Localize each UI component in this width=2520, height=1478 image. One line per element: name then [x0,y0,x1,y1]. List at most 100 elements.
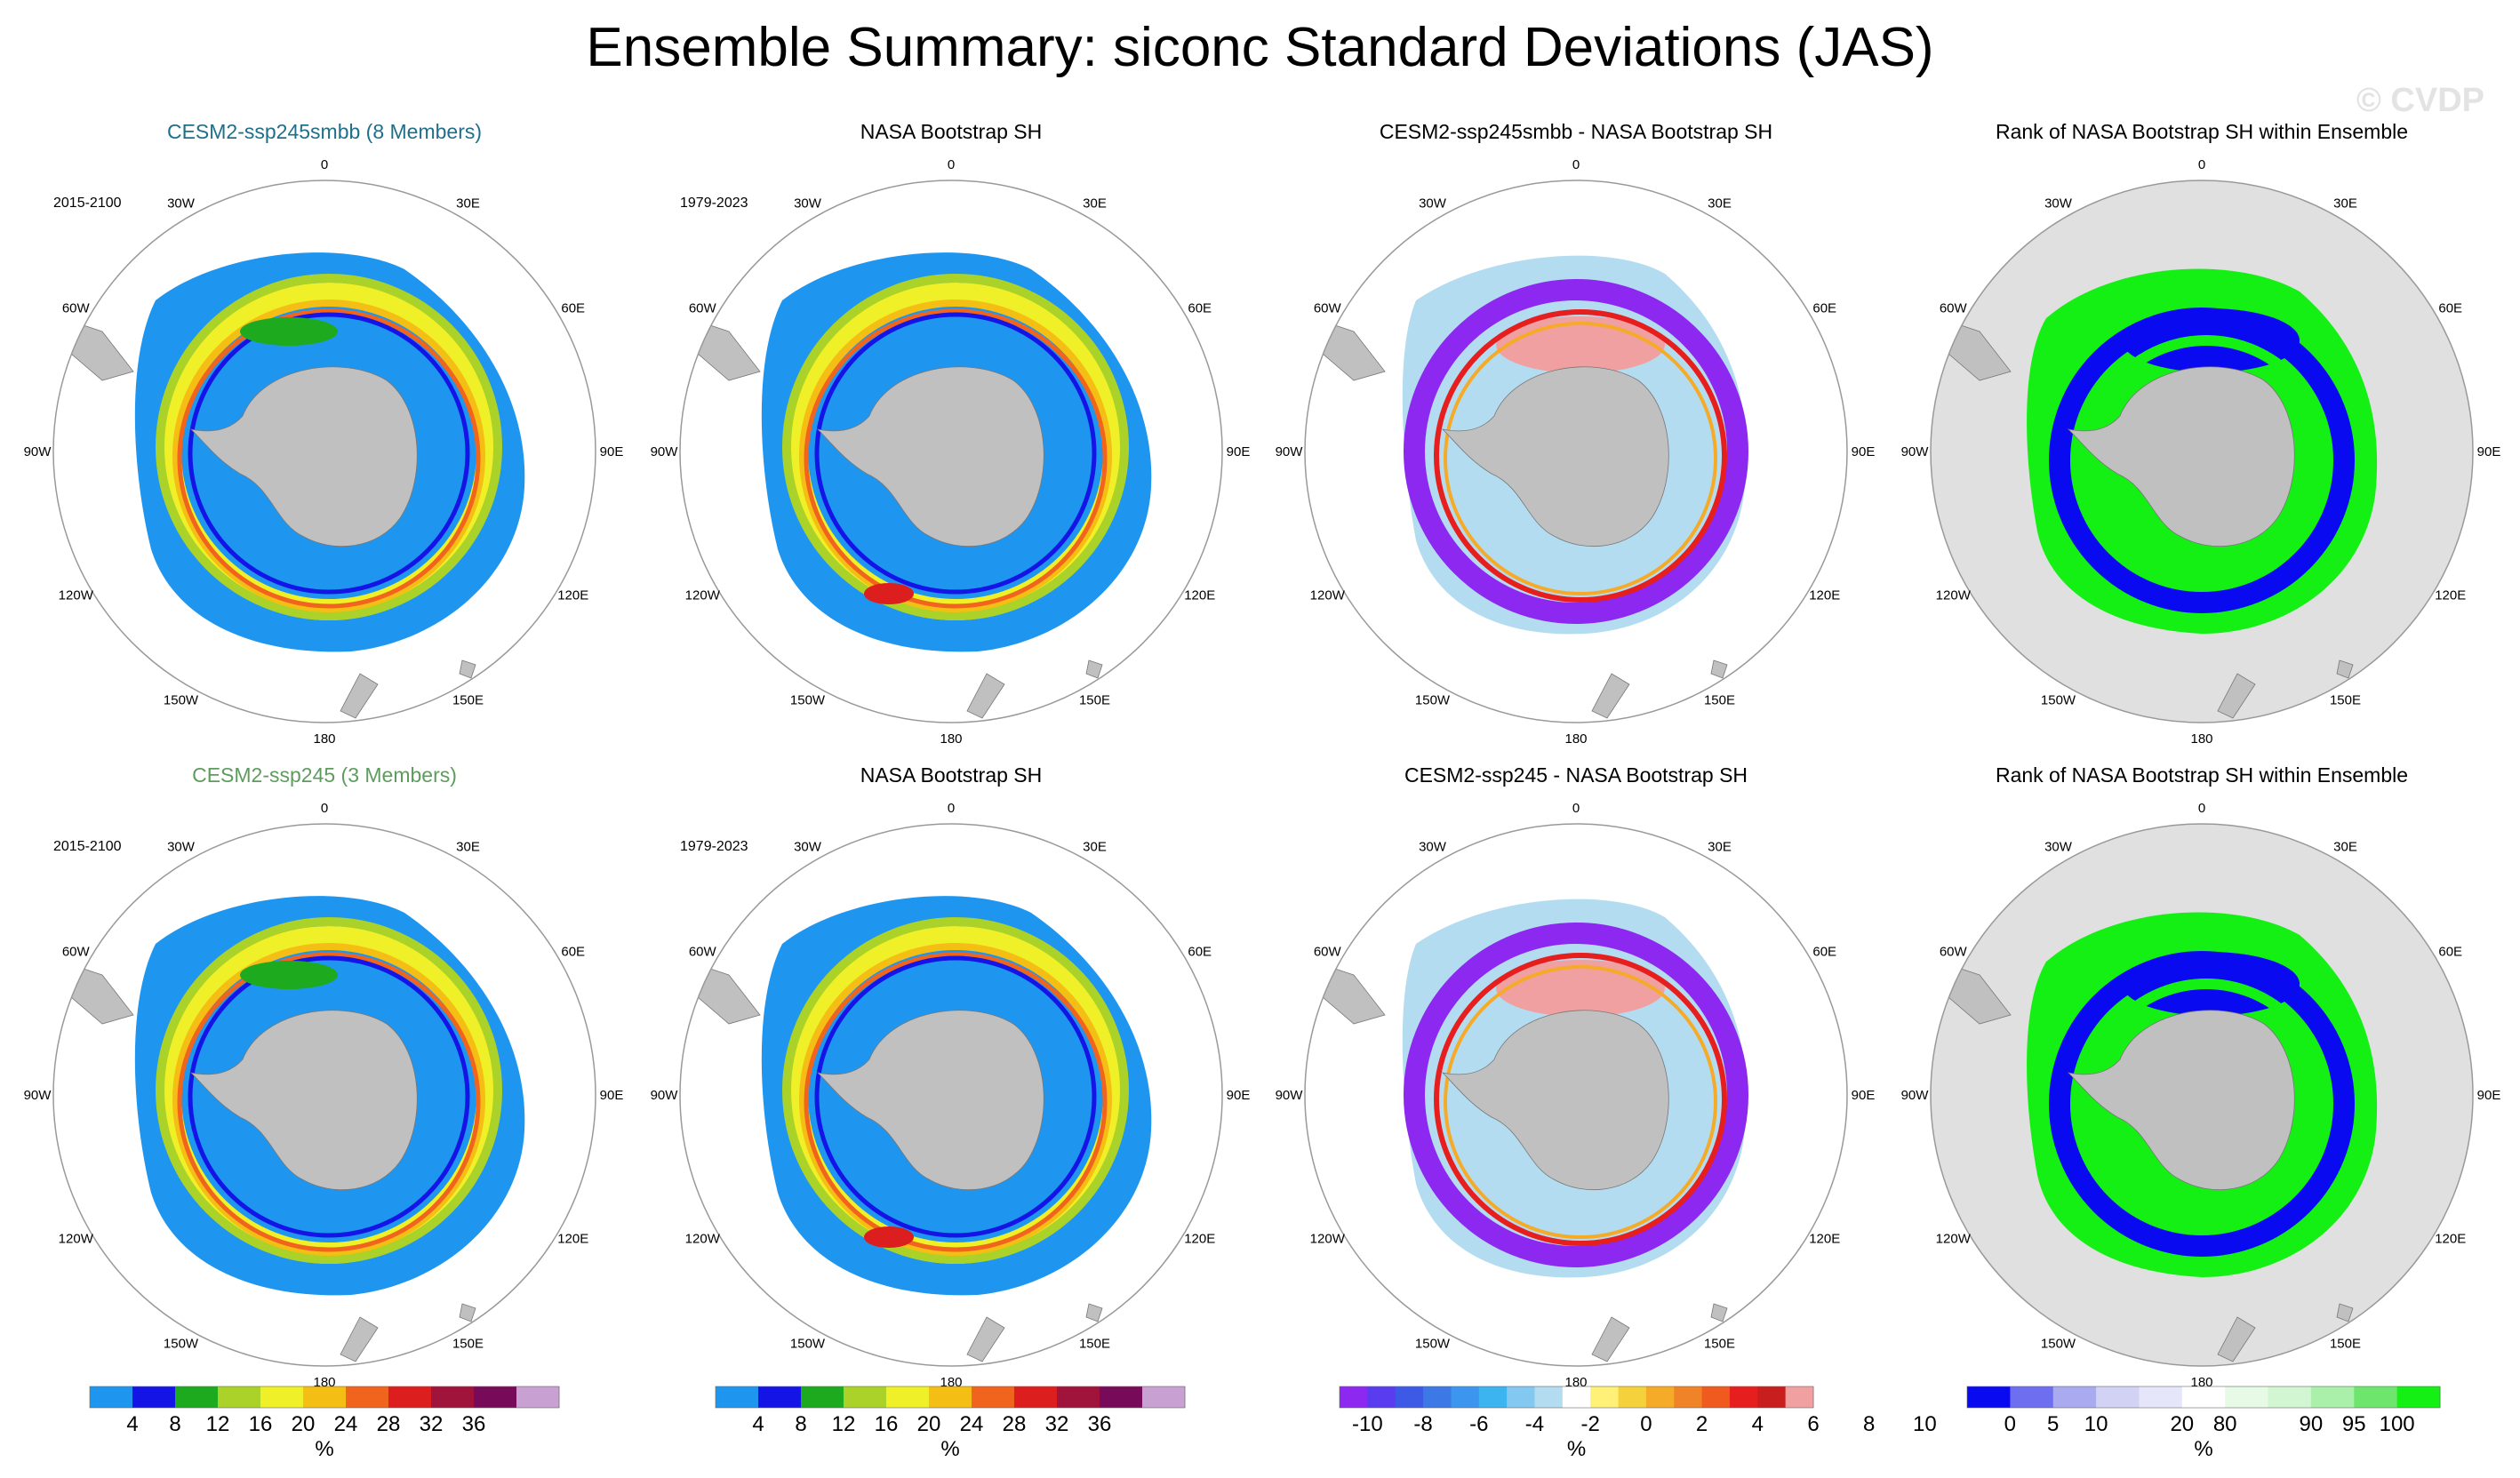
colorbar-swatch [1478,1386,1508,1408]
meridian-label: 60W [62,945,91,960]
meridian-label: 0 [2198,157,2205,172]
colorbar-unit: % [940,1437,959,1461]
colorbar-tick-label: 90 [2300,1412,2324,1436]
meridian-label: 60W [689,301,717,316]
colorbar-tick-label: 28 [377,1412,401,1436]
meridian-label: 150W [790,693,826,708]
antarctica-landmass [1441,366,1669,547]
colorbar-swatch [1674,1386,1703,1408]
sd-ring-orange [799,300,1112,612]
colorbar-tick-label: 8 [169,1412,180,1436]
colorbar-swatch [1701,1386,1731,1408]
diff-negative-ring [1404,279,1748,624]
meridian-label: 90E [1852,1088,1876,1103]
colorbar-swatch [1340,1386,1368,1408]
meridian-label: 60E [561,301,585,316]
sd-ring-inner-blue [188,955,470,1238]
colorbar-swatch [1451,1386,1480,1408]
meridian-label: 150W [2041,693,2076,708]
map-content [1939,268,2378,719]
meridian-label: 120W [1310,1232,1346,1247]
meridian-label: 150W [1415,693,1451,708]
antarctica-landmass [1441,1010,1669,1191]
tasmania-landmass [1085,659,1103,679]
map-content [61,896,525,1362]
panel-title: CESM2-ssp245smbb - NASA Bootstrap SH [1380,120,1772,143]
meridian-label: 30W [2044,196,2073,211]
colorbar-swatch [1534,1386,1564,1408]
sd-ring-inner-blue [188,312,470,595]
colorbar: 4 8 12 16 20 24 28 32 36% [89,1386,560,1461]
sd-ring-orange [172,943,485,1256]
meridian-label: 60E [1188,945,1212,960]
colorbar-swatch [388,1386,432,1408]
antarctica-landmass [189,366,418,547]
diff-positive-ring [1434,953,1727,1246]
colorbar-tick-label: 10 [1913,1412,1937,1436]
meridian-label: 60W [62,301,91,316]
meridian-label: 150W [2041,1337,2076,1352]
diff-orange-ring [1444,322,1717,595]
colorbar: 4 8 12 16 20 24 28 32 36% [715,1386,1186,1461]
meridian-label: 150E [1079,1337,1110,1352]
colorbar-swatch [1562,1386,1591,1408]
colorbar-swatch [716,1386,759,1408]
panel-title: NASA Bootstrap SH [860,763,1043,787]
meridian-label: 90E [1852,444,1876,459]
meridian-label: 90W [651,1088,679,1103]
meridian-label: 30W [2044,839,2073,854]
colorbar-swatch [2225,1386,2269,1408]
meridian-label: 120W [1310,588,1346,603]
colorbar-swatch [90,1386,133,1408]
colorbar-swatch [346,1386,389,1408]
sd-max-patch [864,1226,914,1248]
colorbar-swatch [1367,1386,1396,1408]
meridian-label: 120E [2435,588,2466,603]
new-zealand-landmass [966,673,1005,719]
tasmania-landmass [459,659,476,679]
meridian-label: 150E [1704,693,1735,708]
sd-ring-lightgreen [782,274,1129,620]
map-content [688,896,1152,1362]
sd-ring-red [804,952,1108,1252]
meridian-label: 180 [940,731,962,747]
period-label: 2015-2100 [53,196,122,211]
map-boundary-circle [1930,180,2474,723]
map-boundary-circle [679,823,1223,1367]
colorbar-tick-label: 4 [1752,1412,1764,1436]
colorbar-tick-label: 24 [960,1412,984,1436]
meridian-label: 150E [2330,1337,2361,1352]
rank-high-ring [2081,979,2332,1229]
period-label: 1979-2023 [680,196,748,211]
meridian-label: 0 [2198,801,2205,816]
meridian-label: 90E [1227,1088,1251,1103]
colorbar-swatch [929,1386,972,1408]
meridian-label: 60E [2438,945,2462,960]
new-zealand-landmass [340,1316,379,1362]
map-content [61,252,525,719]
colorbar-swatch [2268,1386,2312,1408]
colorbar-swatch [2139,1386,2183,1408]
map-panel: CESM2-ssp245smbb - NASA Bootstrap SH 0 30E… [1276,120,1876,747]
colorbar: -10 -8 -6 -4 -2 0 2 4 6 8 10% [1339,1386,1937,1461]
meridian-label: 60W [689,945,717,960]
colorbar-tick-label: 10 [2084,1412,2108,1436]
colorbar-tick-label: 8 [1863,1412,1875,1436]
meridian-label: 120W [1936,1232,1972,1247]
antarctica-landmass [189,1010,418,1191]
colorbar-tick-label: 95 [2342,1412,2366,1436]
colorbar-swatch [2010,1386,2054,1408]
meridian-label: 120E [1184,1232,1215,1247]
meridian-label: 60E [561,945,585,960]
colorbar-swatch [1507,1386,1535,1408]
colorbar-frame [1966,1386,2441,1409]
map-panel: CESM2-ssp245 (3 Members) 0 30E 60E 90E 120E 15… [24,763,624,1390]
panel-title: CESM2-ssp245smbb (8 Members) [167,120,482,143]
tasmania-landmass [1085,1303,1103,1322]
colorbar-frame [1339,1386,1814,1409]
meridian-label: 90W [24,1088,52,1103]
meridian-label: 30W [167,839,196,854]
meridian-label: 90E [1227,444,1251,459]
new-zealand-landmass [340,673,379,719]
meridian-label: 30W [167,196,196,211]
